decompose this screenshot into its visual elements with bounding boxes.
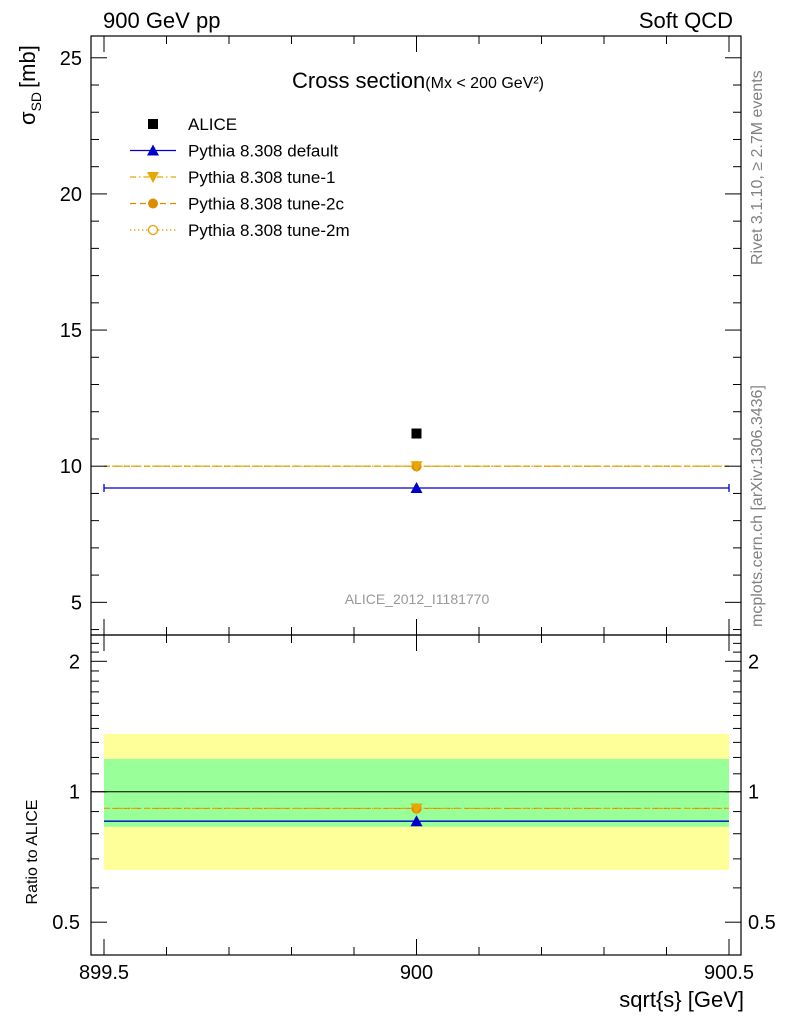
x-axis-label: sqrt{s} [GeV] <box>619 987 744 1012</box>
header-left: 900 GeV pp <box>103 8 220 33</box>
legend-label-1: Pythia 8.308 default <box>188 142 339 161</box>
x-tick-label: 899.5 <box>79 962 129 984</box>
y-tick-label: 20 <box>60 184 82 206</box>
y-tick-label: 15 <box>60 320 82 342</box>
y-label-sub: SD <box>28 92 44 111</box>
ratio-y-tick-label-right: 0.5 <box>748 912 776 934</box>
main-plot: 5 10 15 20 25 <box>60 35 742 636</box>
ratio-y-tick-label-left: 0.5 <box>52 912 80 934</box>
y-tick-label: 10 <box>60 456 82 478</box>
legend-marker-3 <box>148 198 158 209</box>
chart-title-suffix: (Mx < 200 GeV²) <box>425 75 544 92</box>
ratio-y-tick-label-right: 1 <box>748 782 759 804</box>
side-rivet: Rivet 3.1.10, ≥ 2.7M events <box>749 70 766 265</box>
series-marker-0 <box>411 428 422 439</box>
watermark: ALICE_2012_I1181770 <box>345 591 490 607</box>
ratio-y-tick-label-left: 2 <box>69 651 80 673</box>
series-marker-2 <box>410 461 423 473</box>
y-tick-label: 5 <box>71 592 82 614</box>
legend-label-3: Pythia 8.308 tune-2c <box>188 195 344 214</box>
chart-title: Cross section(Mx < 200 GeV²) <box>292 68 544 93</box>
ratio-y-tick-label-left: 1 <box>69 782 80 804</box>
ratio-plot: 899.5 900 900.5 0.5 0.5 1 1 2 2 <box>52 634 776 984</box>
ratio-marker-0 <box>410 815 423 827</box>
y-label-symbol: σ <box>15 111 40 125</box>
x-tick-label: 900 <box>400 962 433 984</box>
side-mcplots: mcplots.cern.ch [arXiv:1306.3436] <box>749 385 766 627</box>
y-label-unit: [mb] <box>15 45 40 88</box>
series-marker-1 <box>410 481 423 493</box>
y-tick-label: 25 <box>60 48 82 70</box>
y-axis-label-main: σSD [mb] <box>15 45 44 125</box>
legend-label-4: Pythia 8.308 tune-2m <box>188 221 350 240</box>
y-axis-label-ratio: Ratio to ALICE <box>24 800 41 905</box>
legend-label-0: ALICE <box>188 115 237 134</box>
header-right: Soft QCD <box>639 8 733 33</box>
legend-marker-4 <box>147 224 159 236</box>
chart-title-main: Cross section <box>292 68 425 93</box>
legend-marker-2 <box>147 172 159 183</box>
x-tick-label: 900.5 <box>704 962 754 984</box>
legend-marker-1 <box>147 144 159 156</box>
ratio-marker-1 <box>410 803 423 815</box>
legend-label-2: Pythia 8.308 tune-1 <box>188 168 335 187</box>
legend: ALICE Pythia 8.308 default Pythia 8.308 tu… <box>130 115 350 240</box>
ratio-y-tick-label-right: 2 <box>748 651 759 673</box>
legend-marker-0 <box>148 119 158 129</box>
